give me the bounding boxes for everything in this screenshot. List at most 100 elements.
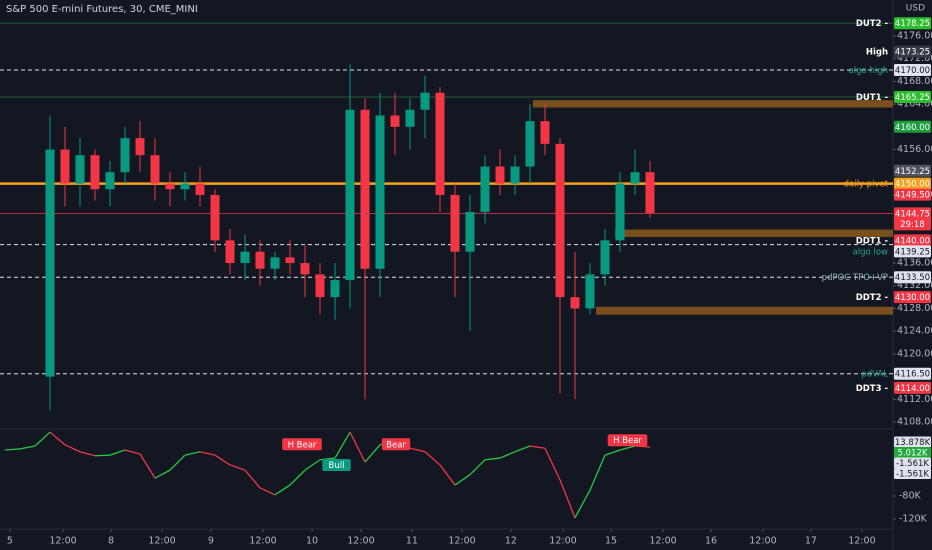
last-price-box	[894, 207, 931, 231]
oscillator-segment	[214, 454, 231, 466]
candle-body	[450, 194, 460, 252]
x-tick-label: 12:00	[848, 536, 875, 547]
candle-body	[555, 143, 565, 298]
oscillator-segment	[79, 451, 96, 457]
y-tick-label: 4132.00	[897, 280, 932, 291]
x-tick-label: 17	[805, 536, 817, 547]
oscillator-segment	[64, 444, 81, 453]
signal-box	[322, 458, 351, 471]
oscillator-segment	[184, 451, 201, 456]
oscillator-segment	[274, 484, 291, 496]
candle-body	[405, 109, 415, 127]
oscillator-segment	[484, 457, 501, 461]
candle-body	[225, 240, 235, 264]
signal-label: Bull	[329, 461, 345, 471]
oscillator-segment	[574, 489, 591, 519]
level-box-label: 4116.50	[895, 370, 930, 380]
chart-title: S&P 500 E-mini Futures, 30, CME_MINI	[6, 4, 198, 15]
candle-body	[420, 92, 430, 110]
x-tick-label: 16	[705, 536, 717, 547]
x-tick-label: 12:00	[148, 536, 175, 547]
currency: USD	[906, 4, 925, 14]
oscillator-segment	[94, 454, 111, 457]
x-tick-label: 12:00	[249, 536, 276, 547]
candle-body	[105, 172, 115, 190]
level-box	[894, 291, 931, 304]
level-box-label: 4178.25	[895, 19, 930, 29]
level-box	[894, 17, 931, 30]
candle-body	[510, 166, 520, 184]
oscillator-segment	[259, 487, 276, 496]
candle-body	[165, 183, 175, 190]
oscillator-segment	[364, 444, 381, 463]
x-tick-label: 12:00	[347, 536, 374, 547]
level-name: DUT2 -	[856, 19, 889, 29]
signal-box	[607, 434, 648, 447]
oscillator-segment	[124, 449, 141, 455]
level-box	[894, 381, 931, 394]
candle-body	[180, 183, 190, 190]
level-box	[894, 188, 931, 201]
x-tick-label: 12:00	[49, 536, 76, 547]
candle-body	[270, 257, 280, 269]
level-name: DUT1 -	[856, 93, 889, 103]
level-box-label: 4173.25	[895, 48, 930, 58]
level-box-label: 4150.00	[895, 180, 930, 190]
level-box	[894, 177, 931, 190]
candle-body	[360, 109, 370, 269]
level-box-label: 5.012K	[898, 449, 928, 459]
x-tick-label: 12:00	[649, 536, 676, 547]
level-name: pdVAL	[861, 370, 888, 380]
oscillator-segment	[544, 447, 561, 481]
level-box	[894, 436, 931, 448]
oscillator-segment	[559, 479, 576, 519]
signal-label: Bear	[386, 440, 406, 450]
zone	[595, 306, 893, 315]
candle-body	[435, 92, 445, 195]
candle-body	[195, 183, 205, 195]
oscillator-segment	[139, 453, 156, 479]
x-tick-label: 12	[505, 536, 517, 547]
x-tick-label: 9	[208, 536, 214, 547]
y-tick-label: 4164.00	[897, 99, 932, 110]
level-name: DDT3 -	[856, 384, 889, 394]
zone	[615, 229, 893, 237]
level-box	[894, 457, 931, 469]
candle-body	[210, 194, 220, 241]
level-box-label: 4139.25	[895, 247, 930, 257]
candle-body	[615, 183, 625, 241]
level-box	[894, 45, 931, 58]
y-tick-label: 4168.00	[897, 76, 932, 87]
oscillator-segment	[409, 447, 426, 453]
candle-body	[525, 121, 535, 167]
candle-body	[75, 155, 85, 184]
oscillator-segment	[49, 431, 66, 446]
level-box	[894, 245, 931, 258]
candle-body	[135, 138, 145, 156]
oscillator-segment	[589, 454, 606, 491]
candle-body	[90, 155, 100, 190]
plot: 4176.004172.004168.004164.004156.004148.…	[0, 17, 932, 547]
level-box-label: 4130.00	[895, 293, 930, 303]
oscillator-segment	[289, 469, 306, 486]
level-box	[894, 447, 931, 459]
level-box	[894, 164, 931, 177]
candle-body	[150, 155, 160, 184]
x-tick-label: 15	[605, 536, 617, 547]
level-box	[894, 120, 931, 133]
candle-body	[285, 257, 295, 264]
x-tick-label: 5	[7, 536, 13, 547]
signal-box	[381, 438, 411, 451]
oscillator-segment	[334, 431, 351, 459]
candle-body	[585, 274, 595, 309]
oscillator-segment	[499, 451, 516, 459]
candle-body	[255, 251, 265, 269]
oscillator-segment	[454, 474, 471, 486]
oscillator-segment	[154, 469, 171, 479]
oscillator-segment	[169, 454, 186, 471]
oscillator-segment	[4, 448, 21, 451]
x-tick-label: 12:00	[448, 536, 475, 547]
candle-body	[60, 149, 70, 184]
candle-body	[315, 274, 325, 298]
